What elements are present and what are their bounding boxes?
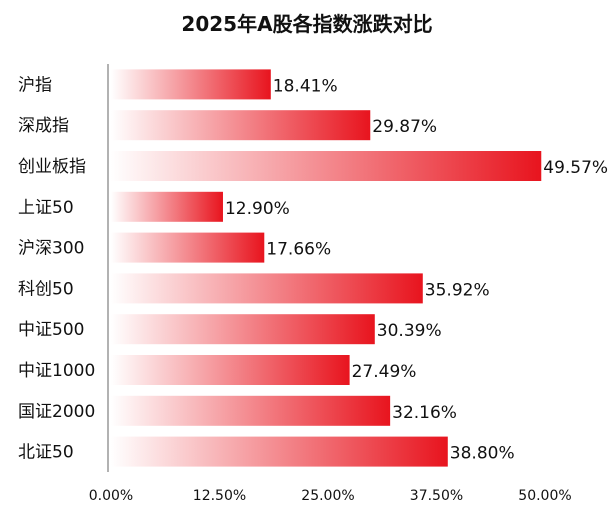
category-label: 中证500 xyxy=(18,320,84,340)
bar xyxy=(111,110,371,141)
bar xyxy=(111,395,391,426)
category-label: 沪指 xyxy=(18,75,52,95)
data-label: 29.87% xyxy=(372,117,437,137)
category-label: 上证50 xyxy=(18,198,74,218)
data-label: 27.49% xyxy=(352,362,417,382)
data-label: 49.57% xyxy=(543,158,608,178)
category-label: 创业板指 xyxy=(18,157,86,177)
data-label: 35.92% xyxy=(425,280,490,300)
category-label: 国证2000 xyxy=(18,402,95,422)
x-tick-label: 50.00% xyxy=(518,488,571,504)
x-tick-label: 0.00% xyxy=(89,488,133,504)
x-tick-label: 37.50% xyxy=(410,488,463,504)
data-label: 30.39% xyxy=(377,321,442,341)
bar xyxy=(111,69,271,100)
category-label: 中证1000 xyxy=(18,361,95,381)
category-label: 深成指 xyxy=(18,116,69,136)
data-label: 12.90% xyxy=(225,199,290,219)
bar xyxy=(111,191,223,222)
data-label: 18.41% xyxy=(273,76,338,96)
data-label: 32.16% xyxy=(392,403,457,423)
bar xyxy=(111,232,265,263)
x-tick-label: 25.00% xyxy=(301,488,354,504)
bar xyxy=(111,355,350,385)
x-tick-label: 12.50% xyxy=(193,488,246,504)
chart-title: 2025年A股各指数涨跌对比 xyxy=(181,12,433,36)
category-label: 北证50 xyxy=(18,443,74,463)
category-label: 沪深300 xyxy=(18,239,84,259)
bar xyxy=(111,151,542,181)
category-label: 科创50 xyxy=(18,279,74,299)
data-label: 17.66% xyxy=(266,240,331,260)
data-label: 38.80% xyxy=(450,444,515,464)
bar xyxy=(111,314,375,345)
bar xyxy=(111,436,448,467)
bar xyxy=(111,273,423,304)
